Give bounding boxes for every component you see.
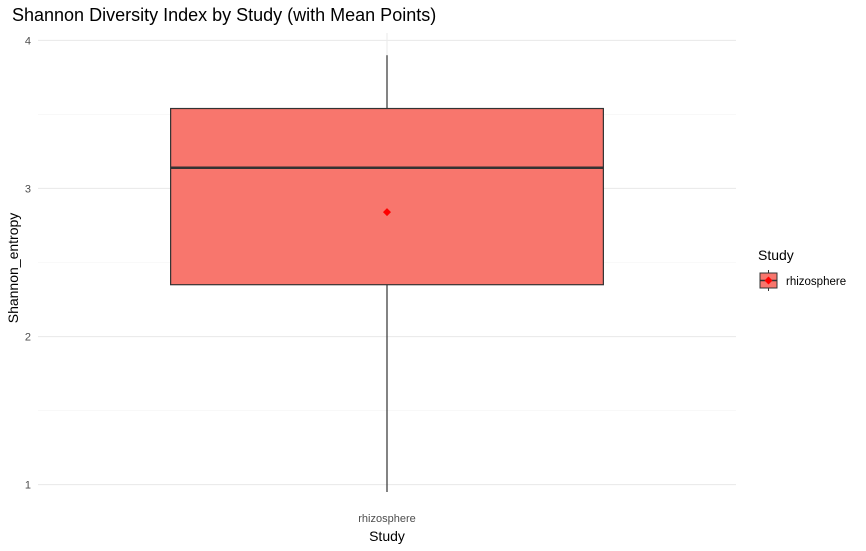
legend-title: Study: [758, 247, 794, 263]
y-tick-label: 3: [25, 183, 31, 195]
chart-title: Shannon Diversity Index by Study (with M…: [12, 5, 436, 25]
box-iqr: [170, 107, 604, 286]
x-axis: rhizosphere: [358, 513, 415, 525]
y-axis: 1 2 3 4: [25, 35, 31, 491]
legend-key-mean: [764, 276, 773, 285]
y-tick-label: 4: [25, 35, 31, 47]
boxes: [170, 55, 604, 492]
legend-key: [759, 270, 778, 291]
x-tick-label: rhizosphere: [358, 513, 415, 525]
y-axis-title: Shannon_entropy: [5, 213, 21, 324]
y-tick-label: 2: [25, 332, 31, 344]
mean-point: [383, 208, 391, 217]
legend-label: rhizosphere: [786, 276, 846, 288]
x-axis-title: Study: [369, 528, 405, 544]
y-tick-label: 1: [25, 480, 31, 492]
legend: Study rhizosphere: [758, 247, 846, 291]
